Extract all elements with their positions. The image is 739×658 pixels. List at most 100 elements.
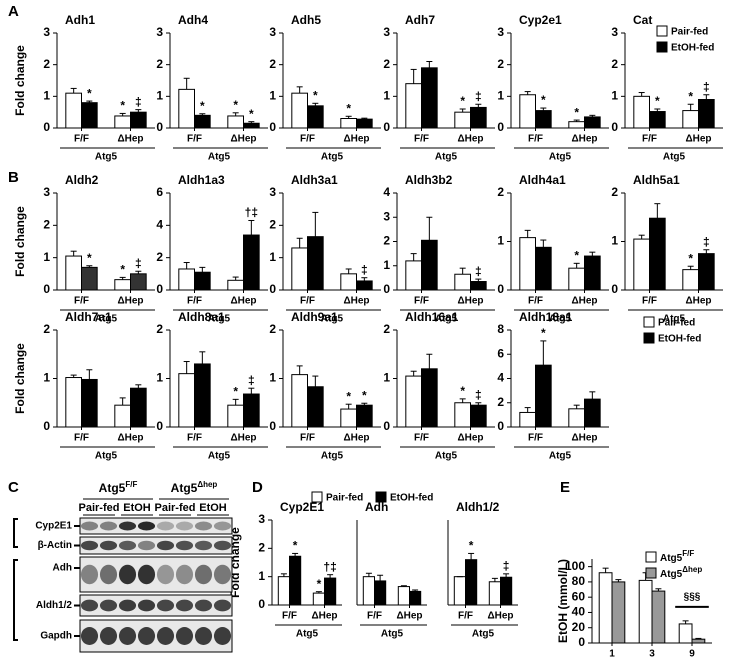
significance-marker: *: [541, 93, 546, 107]
bracket: [13, 518, 18, 548]
bar: [178, 373, 196, 428]
y-tick-label: 3: [258, 512, 265, 526]
significance-marker: ‡: [135, 95, 142, 109]
bar: [598, 572, 613, 644]
y-tick-label: 1: [156, 89, 163, 103]
bar: [698, 99, 715, 129]
y-tick-label: 2: [43, 57, 50, 71]
blot-band: [194, 521, 213, 531]
blot-row-label: Gapdh: [40, 631, 72, 642]
lane-label: EtOH: [123, 502, 151, 514]
y-tick-label: 0: [43, 419, 50, 433]
chart-title: Aldh7a1: [65, 310, 112, 324]
y-tick-label: 1: [269, 250, 276, 264]
bar: [421, 368, 438, 428]
blot-band: [118, 564, 137, 585]
legend-label: Pair-fed: [671, 27, 708, 38]
bar: [277, 576, 290, 606]
y-tick-label: 0: [258, 597, 265, 611]
chart-title: Aldh2: [65, 173, 99, 187]
x-tick-label: F/F: [528, 433, 543, 444]
blot-band: [194, 564, 213, 585]
significance-marker: *: [469, 539, 474, 553]
bar: [340, 273, 358, 291]
group-label: Atg5: [435, 451, 458, 462]
bar: [568, 267, 586, 291]
bar: [638, 579, 653, 644]
y-tick-label: 4: [156, 218, 163, 232]
significance-marker: *: [120, 263, 125, 277]
chart-title: Adh4: [178, 13, 208, 27]
significance-marker: *: [688, 251, 693, 265]
bar: [307, 386, 324, 428]
blot-band: [156, 521, 175, 531]
y-tick-label: 2: [269, 322, 276, 336]
chart-title: Adh1: [65, 13, 95, 27]
blot-band: [175, 564, 194, 585]
y-tick-label: 0: [497, 120, 504, 134]
bar: [307, 105, 324, 129]
y-tick-label: 0: [269, 282, 276, 296]
significance-marker: *: [87, 251, 92, 265]
x-tick-label: F/F: [74, 433, 89, 444]
y-tick-label: 3: [269, 185, 276, 199]
x-tick-label: F/F: [282, 611, 297, 622]
y-tick-label: 0: [497, 419, 504, 433]
y-tick-label: 100: [565, 559, 585, 573]
legend-label: Pair-fed: [326, 493, 363, 504]
blot-row-label: Adh: [53, 563, 72, 574]
bar: [312, 592, 325, 606]
x-tick-label: ΔHep: [457, 296, 483, 307]
bar: [356, 118, 373, 129]
bar: [81, 266, 98, 291]
significance-marker: †‡: [323, 560, 336, 574]
legend-swatch: [643, 332, 655, 344]
bar: [289, 555, 302, 606]
x-tick-label: ΔHep: [343, 433, 369, 444]
x-tick-label: 9: [689, 649, 695, 658]
x-tick-label: ΔHep: [230, 134, 256, 145]
bar: [130, 387, 147, 428]
x-tick-label: F/F: [74, 134, 89, 145]
bar: [291, 374, 309, 428]
x-tick-label: F/F: [367, 611, 382, 622]
blot-band: [213, 564, 232, 585]
significance-marker: *: [574, 105, 579, 119]
bar: [682, 110, 700, 129]
chart-title: Adh5: [291, 13, 321, 27]
panel-letter: E: [560, 479, 570, 496]
y-tick-label: 2: [383, 322, 390, 336]
bar: [470, 281, 487, 291]
significance-marker: ‡: [475, 264, 482, 278]
y-tick-label: 3: [43, 185, 50, 199]
bar: [584, 255, 601, 291]
significance-marker: *: [317, 577, 322, 591]
y-tick-label: 3: [383, 25, 390, 39]
blot-band: [213, 627, 232, 645]
bar: [611, 581, 626, 644]
blot-band: [194, 627, 213, 645]
x-tick-label: ΔHep: [685, 134, 711, 145]
y-tick-label: 1: [258, 569, 265, 583]
blot-band: [99, 627, 118, 645]
x-tick-label: F/F: [642, 296, 657, 307]
y-tick-label: 0: [269, 120, 276, 134]
significance-marker: *: [460, 94, 465, 108]
blot-band: [194, 540, 213, 551]
y-tick-label: 0: [383, 120, 390, 134]
legend-swatch: [643, 316, 655, 328]
legend-label: Atg5Δhep: [660, 565, 702, 580]
y-tick-label: 0: [43, 120, 50, 134]
bar: [130, 273, 147, 291]
bar: [178, 88, 196, 129]
significance-marker: ‡: [475, 89, 482, 103]
y-tick-label: 8: [497, 322, 504, 336]
chart-title: Cyp2e1: [519, 13, 562, 27]
panel-letter: A: [8, 3, 19, 20]
y-axis-label: EtOH (mmol/L): [556, 559, 570, 643]
x-tick-label: ΔHep: [457, 134, 483, 145]
significance-marker: *: [87, 86, 92, 100]
bar: [470, 404, 487, 428]
y-tick-label: 6: [156, 185, 163, 199]
blot-band: [80, 521, 99, 531]
